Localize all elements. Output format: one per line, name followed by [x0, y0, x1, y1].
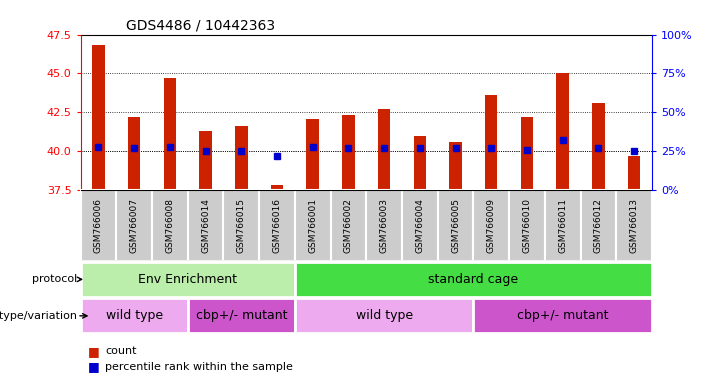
Text: GSM766006: GSM766006 [94, 198, 103, 253]
Bar [81, 298, 188, 333]
Text: GSM766004: GSM766004 [415, 198, 424, 253]
Bar [295, 298, 473, 333]
Bar [449, 142, 462, 190]
Bar [81, 190, 116, 261]
Bar [224, 190, 259, 261]
Bar [592, 103, 605, 190]
Bar [259, 190, 295, 261]
Text: wild type: wild type [106, 310, 163, 322]
Bar [152, 190, 188, 261]
Bar [580, 190, 616, 261]
Text: ■: ■ [88, 345, 100, 358]
Bar [509, 190, 545, 261]
Text: GSM766001: GSM766001 [308, 198, 318, 253]
Text: GDS4486 / 10442363: GDS4486 / 10442363 [126, 18, 275, 32]
Text: cbp+/- mutant: cbp+/- mutant [517, 310, 608, 322]
Text: GSM766012: GSM766012 [594, 198, 603, 253]
Text: GSM766015: GSM766015 [237, 198, 246, 253]
Text: GSM766008: GSM766008 [165, 198, 175, 253]
Bar [163, 78, 176, 190]
Text: GSM766014: GSM766014 [201, 198, 210, 253]
Text: Env Enrichment: Env Enrichment [138, 273, 237, 286]
Bar [414, 136, 426, 190]
Text: wild type: wild type [355, 310, 413, 322]
Text: GSM766010: GSM766010 [522, 198, 531, 253]
Bar [188, 298, 295, 333]
Bar [378, 109, 390, 190]
Text: GSM766007: GSM766007 [130, 198, 139, 253]
Bar [116, 190, 152, 261]
Bar [367, 190, 402, 261]
Text: ■: ■ [88, 360, 100, 373]
Bar [199, 131, 212, 190]
Bar [628, 156, 640, 190]
Text: GSM766016: GSM766016 [273, 198, 282, 253]
Bar [128, 117, 140, 190]
Bar [271, 185, 283, 190]
Text: cbp+/- mutant: cbp+/- mutant [196, 310, 287, 322]
Bar [81, 262, 295, 297]
Text: GSM766013: GSM766013 [629, 198, 639, 253]
Bar [342, 116, 355, 190]
Bar [557, 73, 569, 190]
Bar [437, 190, 473, 261]
Bar [473, 190, 509, 261]
Bar [616, 190, 652, 261]
Bar [93, 45, 104, 190]
Bar [485, 95, 498, 190]
Bar [295, 262, 652, 297]
Bar [545, 190, 580, 261]
Bar [402, 190, 437, 261]
Bar [473, 298, 652, 333]
Text: GSM766002: GSM766002 [344, 198, 353, 253]
Bar [521, 117, 533, 190]
Text: percentile rank within the sample: percentile rank within the sample [105, 362, 293, 372]
Text: standard cage: standard cage [428, 273, 519, 286]
Text: GSM766011: GSM766011 [558, 198, 567, 253]
Text: GSM766009: GSM766009 [486, 198, 496, 253]
Text: GSM766003: GSM766003 [380, 198, 388, 253]
Text: protocol: protocol [32, 274, 77, 285]
Bar [306, 119, 319, 190]
Text: GSM766005: GSM766005 [451, 198, 460, 253]
Bar [295, 190, 331, 261]
Bar [331, 190, 367, 261]
Bar [235, 126, 247, 190]
Text: count: count [105, 346, 137, 356]
Bar [188, 190, 224, 261]
Text: genotype/variation: genotype/variation [0, 311, 77, 321]
